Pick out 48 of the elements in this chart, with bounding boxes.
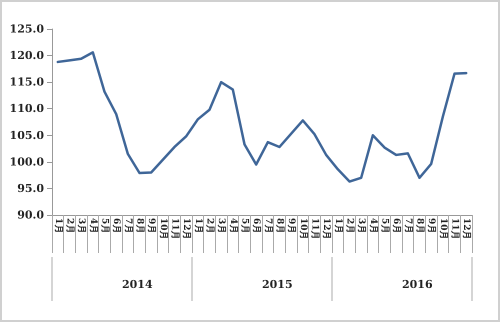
y-tick-label: 120.0 bbox=[10, 49, 44, 62]
x-tick-label: 6月 bbox=[391, 218, 402, 234]
x-tick-label: 3月 bbox=[76, 218, 88, 234]
x-tick-label: 1月 bbox=[192, 218, 204, 234]
x-tick-label: 6月 bbox=[111, 218, 122, 234]
x-tick-label: 5月 bbox=[240, 218, 250, 234]
x-tick-label: 8月 bbox=[134, 218, 146, 234]
x-tick-label: 10月 bbox=[298, 218, 309, 240]
x-tick-label: 3月 bbox=[356, 218, 368, 234]
x-tick-label: 7月 bbox=[122, 218, 134, 234]
y-tick-label: 90.0 bbox=[17, 208, 44, 222]
y-tick-label: 105.0 bbox=[10, 128, 44, 142]
x-tick-label: 2月 bbox=[64, 218, 76, 234]
x-tick-label: 10月 bbox=[438, 218, 449, 240]
x-tick-label: 11月 bbox=[310, 218, 320, 240]
text: 2015 bbox=[262, 278, 293, 291]
x-tick-label: 6月 bbox=[251, 218, 262, 234]
y-tick-label: 100.0 bbox=[10, 155, 44, 168]
x-tick-label: 11月 bbox=[170, 218, 180, 240]
x-tick-label: 8月 bbox=[414, 218, 426, 234]
x-tick-label: 5月 bbox=[100, 218, 110, 234]
x-tick-label: 12月 bbox=[461, 218, 472, 240]
x-tick-label: 4月 bbox=[228, 218, 239, 234]
y-tick-label: 95.0 bbox=[17, 182, 44, 195]
x-tick-label: 1月 bbox=[52, 218, 64, 234]
x-tick-label: 11月 bbox=[450, 218, 460, 240]
x-tick-label: 10月 bbox=[158, 218, 169, 240]
x-tick-label: 8月 bbox=[274, 218, 286, 234]
x-tick-label: 3月 bbox=[216, 218, 228, 234]
x-tick-label: 4月 bbox=[368, 218, 379, 234]
x-tick-label: 2月 bbox=[344, 218, 356, 234]
y-tick-label: 125.0 bbox=[10, 22, 44, 36]
x-tick-label: 1月 bbox=[332, 218, 344, 234]
x-tick-label: 7月 bbox=[402, 218, 414, 234]
text: 2014 bbox=[122, 278, 153, 291]
y-tick-label: 110.0 bbox=[10, 102, 44, 116]
x-tick-label: 12月 bbox=[181, 218, 192, 240]
x-tick-label: 4月 bbox=[88, 218, 99, 234]
x-tick-label: 9月 bbox=[426, 218, 438, 234]
x-tick-label: 9月 bbox=[286, 218, 298, 234]
line-series bbox=[56, 51, 468, 183]
x-tick-label: 5月 bbox=[380, 218, 390, 234]
x-tick-label: 7月 bbox=[262, 218, 274, 234]
x-tick-label: 12月 bbox=[321, 218, 332, 240]
y-tick-label: 115.0 bbox=[10, 76, 44, 89]
text: 2016 bbox=[402, 278, 433, 291]
x-tick-label: 9月 bbox=[146, 218, 158, 234]
x-tick-label: 2月 bbox=[204, 218, 216, 234]
